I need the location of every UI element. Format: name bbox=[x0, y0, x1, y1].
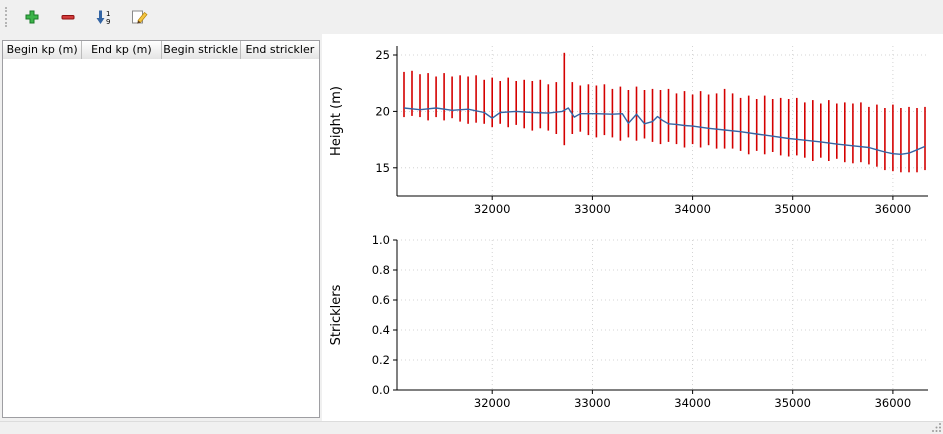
edit-pencil-icon bbox=[132, 10, 148, 24]
add-plus-icon bbox=[25, 10, 39, 24]
height-profile-chart: 32000 33000 34000 35000 36000 15 20 25 Height (m… bbox=[329, 46, 928, 216]
svg-text:35000: 35000 bbox=[774, 396, 811, 410]
svg-text:9: 9 bbox=[106, 18, 110, 25]
svg-text:0.2: 0.2 bbox=[372, 353, 390, 367]
svg-text:36000: 36000 bbox=[875, 202, 912, 216]
svg-text:Height (m): Height (m) bbox=[329, 86, 344, 156]
svg-text:32000: 32000 bbox=[474, 202, 511, 216]
svg-text:34000: 34000 bbox=[674, 396, 711, 410]
svg-text:25: 25 bbox=[375, 48, 390, 62]
column-header-begin-strickler[interactable]: Begin strickle bbox=[162, 41, 241, 59]
column-header-end-strickler[interactable]: End strickler bbox=[245, 43, 315, 56]
svg-text:15: 15 bbox=[375, 161, 390, 175]
add-row-button[interactable] bbox=[19, 4, 45, 30]
svg-text:0.8: 0.8 bbox=[372, 263, 390, 277]
remove-row-button[interactable] bbox=[55, 4, 81, 30]
remove-minus-icon bbox=[61, 15, 75, 20]
resize-grip-icon[interactable] bbox=[931, 422, 942, 433]
svg-text:32000: 32000 bbox=[474, 396, 511, 410]
column-header-begin-kp[interactable]: Begin kp (m) bbox=[3, 41, 83, 59]
svg-text:1.0: 1.0 bbox=[372, 233, 390, 247]
status-bar bbox=[0, 421, 943, 434]
svg-text:0.4: 0.4 bbox=[372, 323, 390, 337]
svg-text:36000: 36000 bbox=[875, 396, 912, 410]
column-header-end-kp[interactable]: End kp (m) bbox=[82, 41, 162, 59]
toolbar: 1 9 bbox=[0, 0, 943, 34]
stricklers-chart: 32000 33000 34000 35000 36000 0.0 0.2 0.4 0.6 0.8… bbox=[329, 233, 928, 410]
table-header-row: Begin kp (m) End kp (m) Begin strickle E… bbox=[3, 41, 319, 60]
svg-text:1: 1 bbox=[106, 10, 110, 18]
svg-text:0.6: 0.6 bbox=[372, 293, 390, 307]
svg-text:34000: 34000 bbox=[674, 202, 711, 216]
svg-text:0.0: 0.0 bbox=[372, 383, 390, 397]
svg-text:Stricklers: Stricklers bbox=[329, 284, 344, 345]
svg-text:33000: 33000 bbox=[574, 202, 611, 216]
charts-panel: 32000 33000 34000 35000 36000 15 20 25 Height (m… bbox=[322, 34, 943, 422]
edit-button[interactable] bbox=[127, 4, 153, 30]
stricklers-table: Begin kp (m) End kp (m) Begin strickle E… bbox=[2, 40, 320, 418]
svg-text:35000: 35000 bbox=[774, 202, 811, 216]
table-body[interactable] bbox=[3, 59, 319, 417]
svg-text:20: 20 bbox=[375, 104, 390, 118]
toolbar-grip[interactable] bbox=[5, 7, 11, 27]
sort-numeric-icon: 1 9 bbox=[96, 10, 110, 25]
svg-text:33000: 33000 bbox=[574, 396, 611, 410]
sort-button[interactable]: 1 9 bbox=[91, 4, 117, 30]
